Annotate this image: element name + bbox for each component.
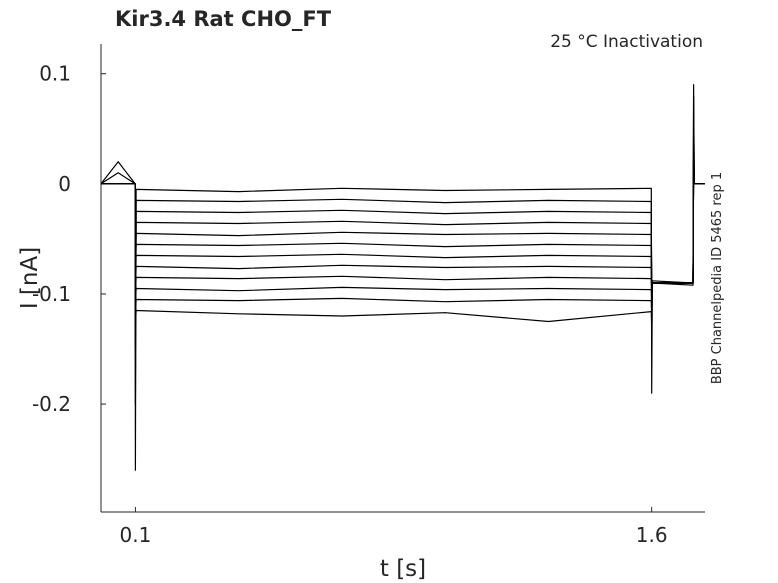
y-tick-label: 0.1 — [39, 62, 71, 86]
y-tick-label: 0 — [58, 172, 71, 196]
trace — [101, 161, 705, 295]
trace — [101, 161, 705, 295]
x-tick-label: 0.1 — [120, 523, 152, 547]
annotation: 25 °C Inactivation — [550, 32, 703, 52]
trace — [101, 161, 705, 295]
side-note: BBP Channelpedia ID 5465 rep 1 — [710, 172, 725, 384]
trace — [100, 95, 705, 405]
y-tick-label: -0.2 — [32, 392, 71, 416]
y-tick-label: -0.1 — [32, 282, 71, 306]
y-axis-label: I [nA] — [17, 247, 43, 309]
trace — [101, 161, 705, 317]
trace — [101, 161, 705, 295]
x-axis-label: t [s] — [380, 556, 426, 582]
chart-title: Kir3.4 Rat CHO_FT — [115, 7, 332, 31]
trace — [101, 161, 705, 328]
x-tick-label: 1.6 — [636, 523, 668, 547]
